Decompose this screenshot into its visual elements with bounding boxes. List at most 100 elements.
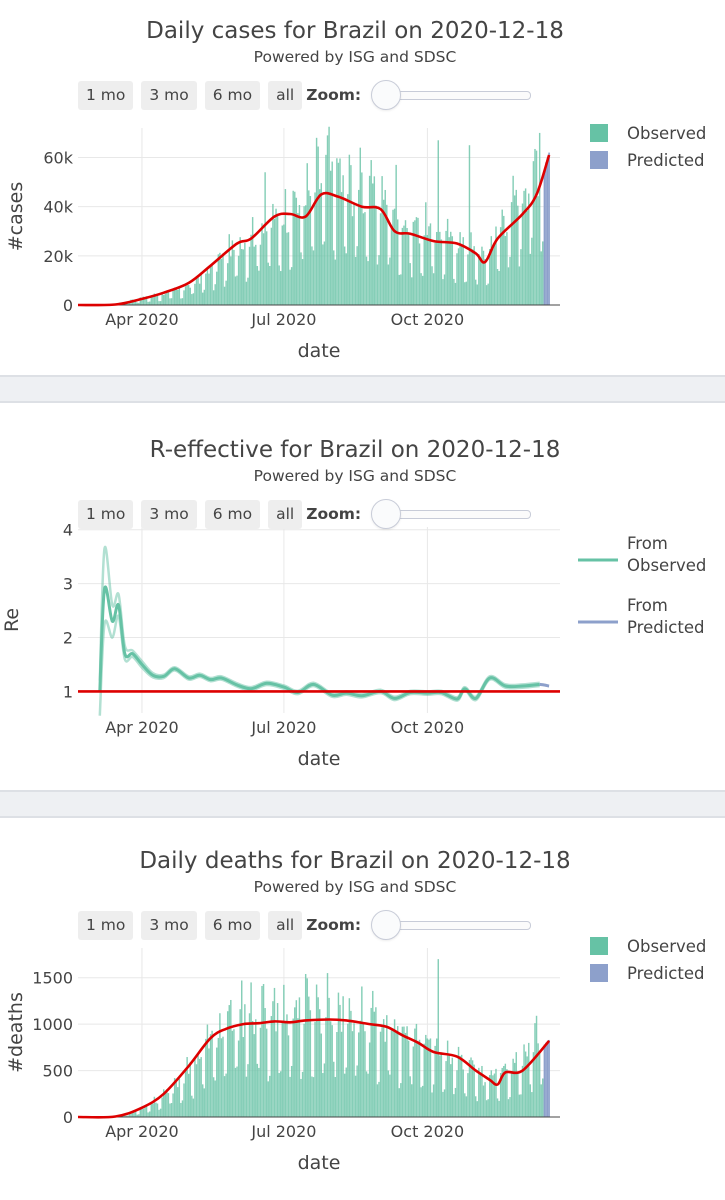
observed-bar [358,1032,360,1117]
observed-bar [534,148,536,305]
observed-bar [145,296,148,305]
legend-predicted-swatch [590,151,608,169]
observed-bar [167,1093,170,1117]
observed-bar [372,990,374,1117]
observed-bar [540,1084,542,1117]
predicted-bar [548,152,550,305]
observed-bar [261,985,263,1117]
observed-bar [331,1025,333,1117]
observed-bar [420,1087,422,1117]
observed-bar [195,276,198,305]
observed-bar [460,245,463,305]
range-all-button[interactable]: all [268,499,303,529]
range-6mo-button[interactable]: 6 mo [204,499,261,529]
observed-bar [476,284,478,305]
observed-bar [538,1051,541,1117]
range-3mo-button[interactable]: 3 mo [141,499,197,529]
range-1mo-button[interactable]: 1 mo [78,499,134,529]
observed-bar [353,1023,355,1117]
observed-bar [125,303,128,305]
observed-bar [529,1084,532,1117]
observed-bar [144,1107,146,1117]
observed-bar [214,1080,216,1117]
zoom-slider-track[interactable] [385,91,532,100]
observed-bar [470,1057,472,1117]
observed-bar [404,1032,407,1117]
observed-bar [421,275,424,305]
observed-bar [256,1063,259,1117]
observed-bar [471,249,474,305]
zoom-slider[interactable] [371,499,532,529]
observed-bar [292,190,294,305]
range-1mo-button[interactable]: 1 mo [78,80,134,110]
observed-bar [453,1094,455,1117]
observed-bar [518,266,521,305]
observed-bar [329,170,332,305]
zoom-slider[interactable] [371,910,532,940]
observed-bar [531,237,533,305]
range-3mo-button[interactable]: 3 mo [141,910,197,940]
observed-bar [170,298,173,305]
observed-bar [189,1062,191,1117]
observed-bar [439,231,441,305]
zoom-slider-thumb[interactable] [371,910,402,940]
observed-bar [446,218,449,305]
panel-separator [0,790,725,818]
observed-bar [325,154,327,305]
legend-predicted-label: Predicted [627,151,704,170]
observed-bar [356,1065,358,1117]
zoom-slider-thumb[interactable] [371,80,402,110]
panel-separator [0,375,725,403]
observed-bar [535,1015,538,1117]
observed-bar [493,242,496,305]
observed-bar [323,241,326,305]
zoom-slider-track[interactable] [385,921,532,930]
legend-observed-label: Observed [627,124,706,143]
observed-bar [540,251,542,305]
observed-bar [510,202,513,305]
observed-bar [141,297,143,305]
observed-bar [462,1069,464,1117]
observed-bar [163,294,165,305]
observed-bar [301,259,304,305]
observed-bar [351,1031,354,1117]
observed-bar [192,293,195,305]
observed-bar [261,223,263,305]
y-tick-label: 0 [63,1108,73,1127]
observed-bar [542,241,544,305]
zoom-slider-track[interactable] [385,510,532,519]
observed-bar [267,262,269,305]
observed-bar [435,231,438,305]
range-all-button[interactable]: all [268,80,303,110]
observed-bar [517,205,519,305]
range-6mo-button[interactable]: 6 mo [204,910,261,940]
zoom-slider-thumb[interactable] [371,499,402,529]
zoom-slider[interactable] [371,80,532,110]
fit-line [77,154,551,307]
observed-bar [244,1004,246,1117]
legend: From Observed From Predicted [578,534,706,637]
observed-bar [389,1074,391,1117]
range-1mo-button[interactable]: 1 mo [78,910,134,940]
observed-bar [504,1063,507,1117]
observed-bar [272,1001,274,1117]
observed-bar [265,231,268,305]
observed-bar [398,274,400,305]
observed-bar [290,267,293,305]
observed-bar [448,237,450,305]
y-tick-label: 40k [43,198,73,217]
observed-bar [467,254,469,305]
observed-bar [482,1085,485,1117]
observed-bar [312,1077,315,1117]
range-3mo-button[interactable]: 3 mo [141,80,197,110]
observed-bar [295,1000,298,1117]
observed-bar [262,984,265,1117]
observed-bar [457,248,460,305]
range-6mo-button[interactable]: 6 mo [204,80,261,110]
range-all-button[interactable]: all [268,910,303,940]
observed-bar [326,135,329,306]
observed-bar [195,1064,198,1117]
observed-bar [354,1075,357,1117]
observed-bar [172,1093,174,1117]
observed-bar [134,300,137,305]
